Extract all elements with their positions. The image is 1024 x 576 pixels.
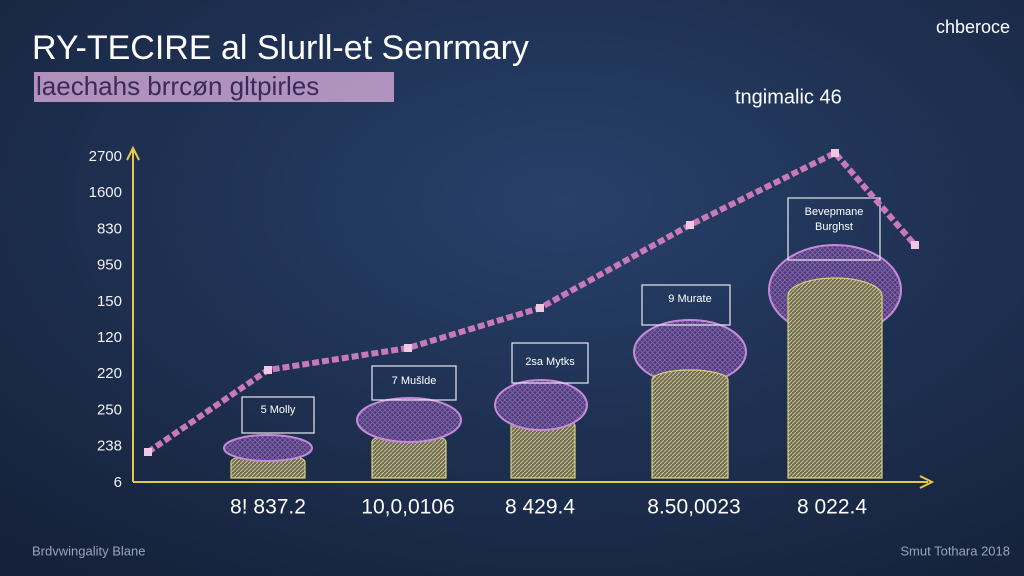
callout-boxes [241,197,881,434]
title: RY-TECIRE al Slurll-et Senrmary [32,29,529,67]
bar [787,277,883,479]
brand: chberoce [936,17,1010,37]
subtitle-highlight [34,72,394,102]
x-label: 8! 837.2 [230,496,306,519]
y-label: 1600 [89,184,122,201]
callout-text: Bevepmane Burghst [804,206,864,233]
callout-box [371,365,457,401]
y-label: 150 [97,293,122,310]
callout-box [241,396,315,434]
trend-point [404,344,412,352]
bar-ring [223,434,313,462]
bar [651,369,729,479]
y-label: 250 [97,401,122,418]
trend-point [911,241,919,249]
y-label: 6 [114,474,122,491]
y-labels: 2700 1600 830 950 150 120 220 250 238 6 [89,148,122,491]
x-label: 8 022.4 [797,496,867,519]
trend-point [144,448,152,456]
subtitle: laechahs brrcøn gltpirles [36,71,319,101]
x-label: 10,0,0106 [361,496,454,519]
callout-box [787,197,881,261]
bar-ring [494,379,588,431]
bars [223,244,902,479]
trend-point [536,304,544,312]
y-label: 2700 [89,148,122,165]
callout-box [641,284,731,326]
callout-box [511,342,589,384]
trend-point [831,149,839,157]
x-label: 8 429.4 [505,496,575,519]
trend-point [686,221,694,229]
callout-text: 7 Mušlde [392,375,437,387]
y-label: 220 [97,365,122,382]
footer-right: Smut Tothara 2018 [900,543,1010,558]
callout-text: 5 Molly [261,404,296,416]
callout-wrap: Bevepmane Burghst [804,206,864,233]
y-label: 830 [97,220,122,237]
x-arrow [919,475,935,489]
annotation: tngimalic 46 [735,86,842,108]
bar-ring [356,397,462,443]
x-label: 8.50,0023 [647,496,740,519]
callout-text: 9 Murate [668,293,711,305]
y-label: 950 [97,257,122,274]
y-label: 120 [97,329,122,346]
footer-left: Brdvwingality Blane [32,543,145,558]
y-label: 238 [97,438,122,455]
y-arrow [126,145,140,161]
trend-point [264,366,272,374]
trend-points [144,149,919,456]
axes [126,145,935,489]
callout-text: 2sa Mytks [525,356,575,368]
